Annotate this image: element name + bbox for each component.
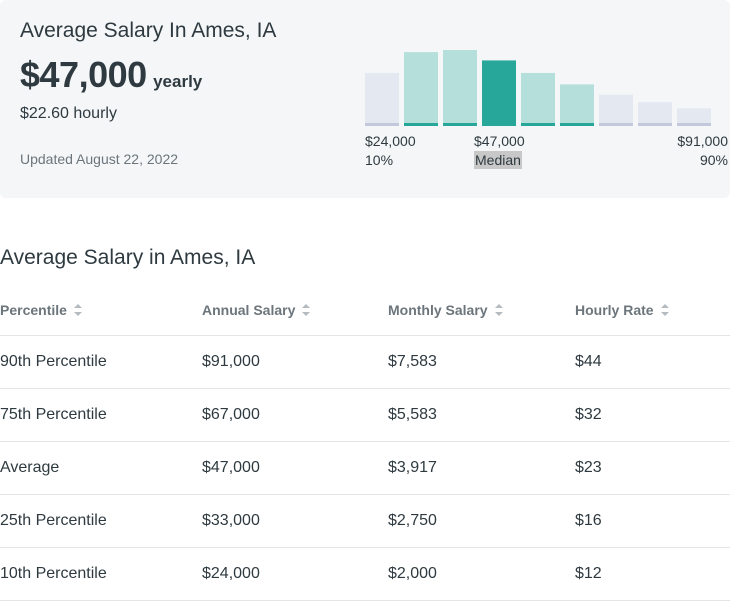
histogram-bar [560,84,594,123]
salary-table: Percentile Annual Salary Monthly Salary … [0,284,730,601]
table-row: Average $47,000 $3,917 $23 [0,442,730,495]
low-percentile-label: 10% [365,152,394,168]
cell-monthly-salary: $2,000 [388,565,437,582]
cell-percentile: 75th Percentile [0,406,107,423]
table-heading: Average Salary in Ames, IA [0,246,256,269]
low-salary-label: $24,000 [365,133,416,149]
cell-monthly-salary: $7,583 [388,353,437,370]
cell-annual-salary: $47,000 [202,459,260,476]
histogram-bar [638,102,672,123]
sort-icon[interactable] [73,303,82,316]
median-salary-label: $47,000 [474,133,525,149]
histogram-bar [482,60,516,123]
column-header-label: Monthly Salary [388,301,488,318]
cell-hourly-rate: $23 [575,459,602,476]
column-header-hourly-rate[interactable]: Hourly Rate [575,284,669,335]
high-salary-label: $91,000 [677,133,728,149]
column-header-percentile[interactable]: Percentile [0,284,82,335]
cell-percentile: Average [0,459,60,476]
cell-monthly-salary: $2,750 [388,512,437,529]
cell-hourly-rate: $44 [575,353,602,370]
sort-icon[interactable] [494,303,503,316]
salary-distribution-chart [365,50,711,126]
cell-hourly-rate: $16 [575,512,602,529]
cell-hourly-rate: $32 [575,406,602,423]
histogram-bar-baseline [599,123,633,126]
histogram-bar [677,108,711,123]
summary-title: Average Salary In Ames, IA [20,19,277,42]
table-row: 10th Percentile $24,000 $2,000 $12 [0,548,730,601]
column-header-annual-salary[interactable]: Annual Salary [202,284,311,335]
cell-monthly-salary: $3,917 [388,459,437,476]
cell-annual-salary: $67,000 [202,406,260,423]
sort-icon[interactable] [660,303,669,316]
column-header-label: Hourly Rate [575,301,654,318]
histogram-bar-baseline [365,123,399,126]
histogram-bar [365,72,399,123]
table-row: 75th Percentile $67,000 $5,583 $32 [0,389,730,442]
histogram-bar-baseline [638,123,672,126]
high-percentile-label: 90% [699,152,728,168]
histogram-bar [599,94,633,123]
histogram-bar-baseline [560,123,594,126]
cell-hourly-rate: $12 [575,565,602,582]
histogram-bar-baseline [521,123,555,126]
histogram-bar-baseline [404,123,438,126]
cell-percentile: 10th Percentile [0,565,107,582]
column-header-label: Percentile [0,301,67,318]
histogram-bar-baseline [443,123,477,126]
updated-date: Updated August 22, 2022 [20,151,179,167]
median-tag: Median [474,151,522,169]
yearly-unit: yearly [153,72,203,91]
sort-icon[interactable] [302,303,311,316]
yearly-amount: $47,000 [20,54,147,95]
table-row: 25th Percentile $33,000 $2,750 $16 [0,495,730,548]
column-header-monthly-salary[interactable]: Monthly Salary [388,284,503,335]
hourly-salary: $22.60 hourly [20,105,117,122]
cell-annual-salary: $91,000 [202,353,260,370]
cell-percentile: 90th Percentile [0,353,107,370]
table-row: 90th Percentile $91,000 $7,583 $44 [0,336,730,389]
table-header-row: Percentile Annual Salary Monthly Salary … [0,284,730,336]
histogram-bar-baseline [482,123,516,126]
cell-annual-salary: $33,000 [202,512,260,529]
column-header-label: Annual Salary [202,301,296,318]
cell-annual-salary: $24,000 [202,565,260,582]
yearly-salary: $47,000 yearly [20,54,202,96]
histogram-bar [521,72,555,123]
cell-percentile: 25th Percentile [0,512,107,529]
histogram-bar [443,50,477,123]
cell-monthly-salary: $5,583 [388,406,437,423]
histogram-bar [404,52,438,124]
histogram-bar-baseline [677,123,711,126]
